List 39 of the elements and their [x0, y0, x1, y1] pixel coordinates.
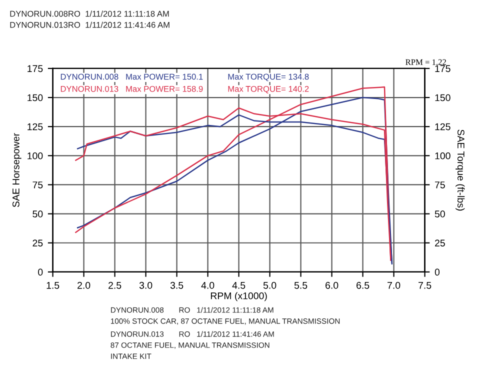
- y-tick-label: 25: [32, 240, 43, 246]
- y-tick-label: 50: [32, 210, 43, 218]
- y2-tick-label: 25: [435, 240, 445, 246]
- x-tick-label: 2.0: [78, 282, 90, 289]
- annotation: Max TORQUE= 140.2: [228, 86, 309, 94]
- y-tick-label: 125: [28, 123, 43, 130]
- y2-tick-label: 0: [434, 268, 440, 276]
- y-tick-label: 0: [38, 268, 43, 276]
- x-tick-label: 6.0: [326, 282, 338, 289]
- x-tick-label: 3.0: [139, 282, 152, 289]
- x-tick-label: 4.5: [232, 282, 246, 289]
- x-tick-label: 7.0: [388, 282, 400, 289]
- text: DYNORUN.008RO 1/11/2012 11:11:18 AM: [10, 10, 169, 17]
- x-tick-label: 5.5: [294, 282, 308, 289]
- x-tick-label: 4.0: [201, 282, 214, 289]
- x-tick-label: 2.5: [108, 282, 122, 289]
- y-tick-label: 150: [28, 94, 43, 102]
- y-tick-label: 100: [28, 152, 43, 160]
- text: DYNORUN.013RO 1/11/2012 11:41:46 AM: [10, 22, 170, 28]
- x-tick-label: 6.5: [356, 282, 370, 289]
- annotation: Max TORQUE= 134.8: [228, 74, 309, 82]
- y2-tick-label: 150: [435, 94, 450, 102]
- text: RPM = 1.22: [406, 59, 446, 65]
- x-tick-label: 7.5: [418, 282, 432, 289]
- x-axis-title: RPM (x1000): [210, 292, 267, 302]
- y-tick-label: 75: [32, 182, 43, 188]
- y2-tick-label: 50: [434, 210, 445, 218]
- y2-tick-label: 75: [435, 182, 445, 188]
- y2-tick-label: 125: [435, 123, 450, 130]
- y2-tick-label: 175: [435, 65, 450, 72]
- y2-axis-title: SAE Torque (ft-lbs): [456, 130, 465, 211]
- annotation: DYNORUN.013 Max POWER= 158.9: [60, 86, 203, 92]
- y-tick-label: 175: [28, 65, 43, 72]
- x-tick-label: 1.5: [46, 282, 60, 289]
- x-tick-label: 3.5: [170, 282, 184, 289]
- annotation: DYNORUN.008 Max POWER= 150.1: [60, 74, 203, 80]
- y-axis-title: SAE Horsepower: [12, 133, 22, 208]
- x-tick-label: 5.0: [263, 282, 276, 289]
- y2-tick-label: 100: [435, 152, 450, 160]
